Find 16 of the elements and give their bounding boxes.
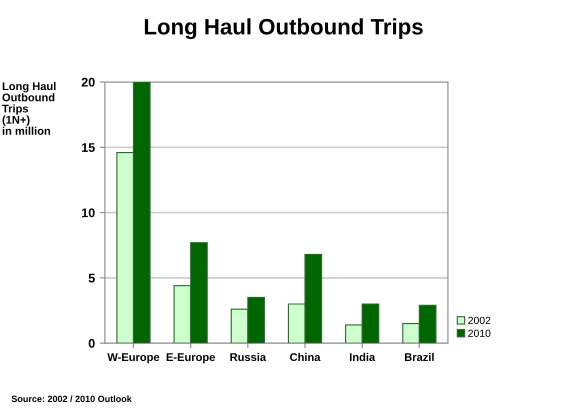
y-tick-label: 10 <box>82 208 95 218</box>
x-tick-label: India <box>350 352 376 362</box>
legend-label: 2010 <box>468 330 490 337</box>
x-tick-label: W-Europe <box>107 353 160 364</box>
y-tick-label: 0 <box>88 338 95 348</box>
y-tick-label: 20 <box>82 78 95 87</box>
x-tick-label: E-Europe <box>166 353 215 364</box>
source-note: Source: 2002 / 2010 Outlook <box>12 395 132 402</box>
x-tick-label: Russia <box>230 352 266 362</box>
x-tick-label: Brazil <box>404 352 434 362</box>
y-axis-title: Long Haul Outbound Trips (1N+) in million <box>2 82 56 135</box>
chart-title: Long Haul Outbound Trips <box>144 18 423 40</box>
y-tick-label: 15 <box>82 143 95 152</box>
legend-label: 2002 <box>468 316 490 324</box>
x-tick-label: China <box>290 352 321 362</box>
y-tick-label: 5 <box>88 274 95 283</box>
